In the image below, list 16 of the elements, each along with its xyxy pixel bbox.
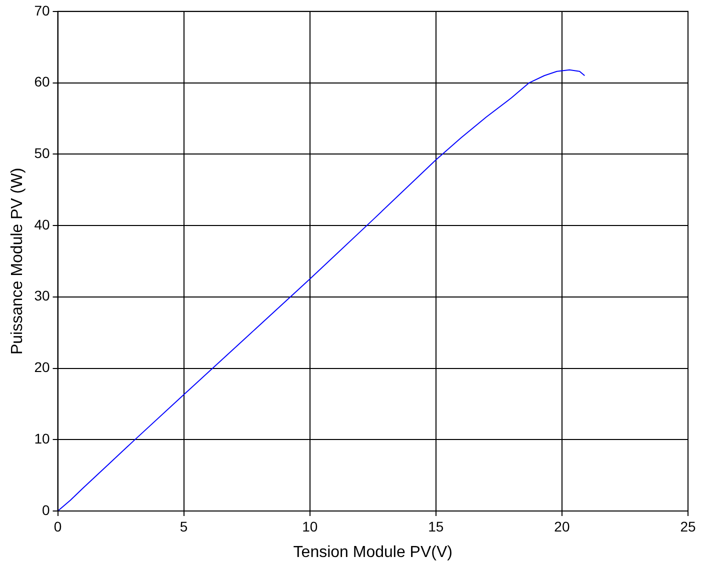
y-tick-label: 40 bbox=[34, 216, 50, 232]
y-tick-label: 10 bbox=[34, 430, 50, 446]
y-tick-label: 50 bbox=[34, 145, 50, 161]
x-axis-title: Tension Module PV(V) bbox=[293, 544, 452, 561]
x-tick-label: 15 bbox=[428, 518, 444, 534]
x-tick-label: 10 bbox=[302, 518, 318, 534]
x-tick-label: 5 bbox=[180, 518, 188, 534]
y-tick-label: 70 bbox=[34, 2, 50, 18]
y-tick-label: 0 bbox=[42, 502, 50, 518]
y-tick-label: 60 bbox=[34, 74, 50, 90]
x-tick-label: 0 bbox=[54, 518, 62, 534]
x-tick-label: 25 bbox=[680, 518, 696, 534]
x-tick-label: 20 bbox=[554, 518, 570, 534]
y-tick-label: 30 bbox=[34, 288, 50, 304]
y-tick-label: 20 bbox=[34, 359, 50, 376]
y-axis-title: Puissance Module PV (W) bbox=[9, 168, 26, 355]
